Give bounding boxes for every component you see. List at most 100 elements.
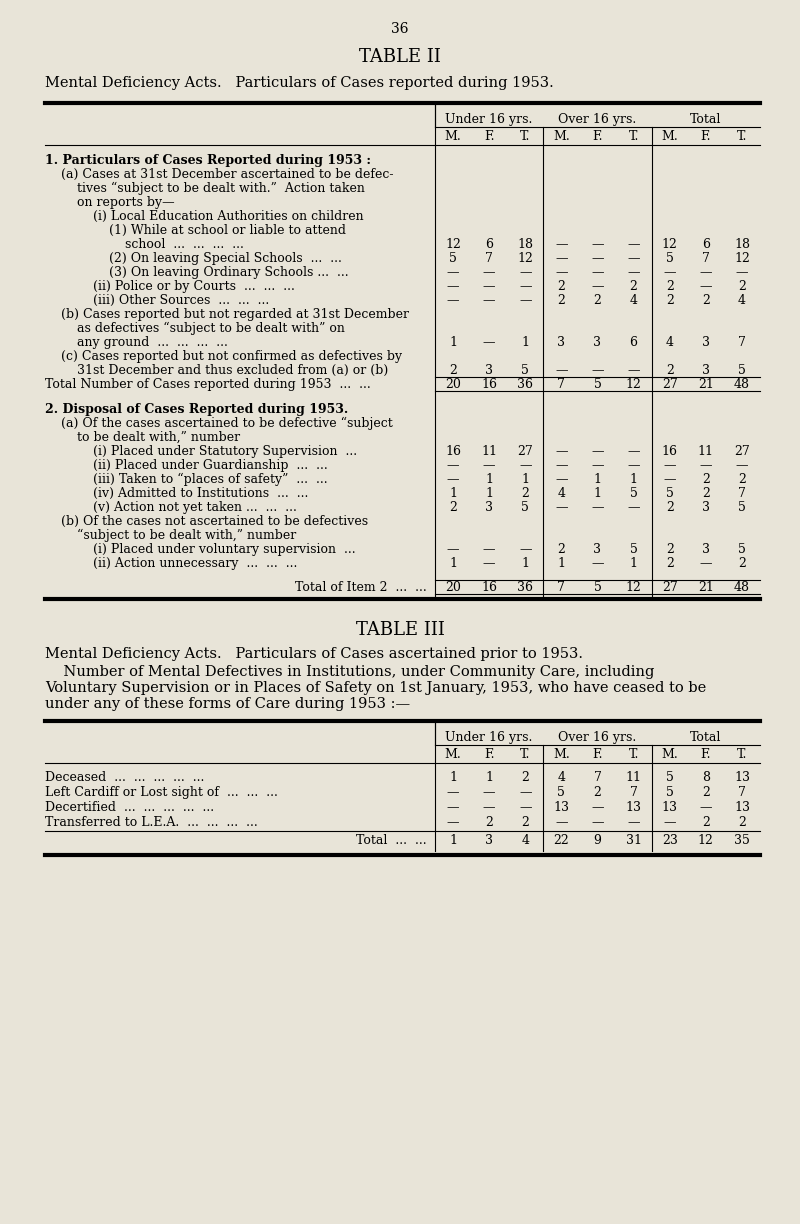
Text: 16: 16	[662, 446, 678, 458]
Text: —: —	[591, 800, 604, 814]
Text: —: —	[519, 280, 531, 293]
Text: (b) Cases reported but not regarded at 31st December: (b) Cases reported but not regarded at 3…	[45, 308, 409, 321]
Text: F.: F.	[592, 748, 602, 761]
Text: (a) Of the cases ascertained to be defective “subject: (a) Of the cases ascertained to be defec…	[45, 417, 393, 430]
Text: Total Number of Cases reported during 1953  ...  ...: Total Number of Cases reported during 19…	[45, 378, 370, 390]
Text: Over 16 yrs.: Over 16 yrs.	[558, 113, 637, 126]
Text: 13: 13	[554, 800, 570, 814]
Text: —: —	[483, 557, 495, 570]
Text: 12: 12	[445, 237, 461, 251]
Text: 4: 4	[558, 487, 566, 499]
Text: 7: 7	[702, 252, 710, 266]
Text: —: —	[627, 459, 640, 472]
Text: 3: 3	[594, 543, 602, 556]
Text: —: —	[627, 816, 640, 829]
Text: 27: 27	[662, 378, 678, 390]
Text: 16: 16	[481, 378, 497, 390]
Text: (ii) Police or by Courts  ...  ...  ...: (ii) Police or by Courts ... ... ...	[45, 280, 295, 293]
Text: 7: 7	[486, 252, 493, 266]
Text: 2: 2	[702, 472, 710, 486]
Text: F.: F.	[592, 130, 602, 143]
Text: school  ...  ...  ...  ...: school ... ... ... ...	[45, 237, 244, 251]
Text: tives “subject to be dealt with.”  Action taken: tives “subject to be dealt with.” Action…	[45, 182, 365, 196]
Text: (b) Of the cases not ascertained to be defectives: (b) Of the cases not ascertained to be d…	[45, 515, 368, 528]
Text: —: —	[555, 237, 568, 251]
Text: Transferred to L.E.A.  ...  ...  ...  ...: Transferred to L.E.A. ... ... ... ...	[45, 816, 258, 829]
Text: 1: 1	[449, 337, 457, 349]
Text: —: —	[699, 557, 712, 570]
Text: 2: 2	[702, 487, 710, 499]
Text: —: —	[591, 501, 604, 514]
Text: —: —	[736, 459, 748, 472]
Text: 36: 36	[391, 22, 409, 35]
Text: —: —	[483, 337, 495, 349]
Text: F.: F.	[484, 130, 494, 143]
Text: 13: 13	[734, 771, 750, 785]
Text: —: —	[627, 237, 640, 251]
Text: —: —	[447, 816, 459, 829]
Text: —: —	[699, 459, 712, 472]
Text: —: —	[447, 543, 459, 556]
Text: 7: 7	[630, 786, 638, 799]
Text: 2: 2	[666, 501, 674, 514]
Text: 2: 2	[738, 816, 746, 829]
Text: (ii) Action unnecessary  ...  ...  ...: (ii) Action unnecessary ... ... ...	[45, 557, 298, 570]
Text: 12: 12	[626, 378, 642, 390]
Text: 3: 3	[594, 337, 602, 349]
Text: 3: 3	[702, 501, 710, 514]
Text: 48: 48	[734, 378, 750, 390]
Text: 6: 6	[702, 237, 710, 251]
Text: 5: 5	[630, 487, 638, 499]
Text: 20: 20	[445, 581, 461, 594]
Text: (3) On leaving Ordinary Schools ...  ...: (3) On leaving Ordinary Schools ... ...	[45, 266, 349, 279]
Text: 2: 2	[522, 487, 530, 499]
Text: 2: 2	[558, 294, 566, 307]
Text: 1: 1	[449, 834, 457, 847]
Text: —: —	[591, 237, 604, 251]
Text: Total  ...  ...: Total ... ...	[356, 834, 427, 847]
Text: F.: F.	[701, 130, 711, 143]
Text: 3: 3	[558, 337, 566, 349]
Text: 1: 1	[485, 771, 493, 785]
Text: 8: 8	[702, 771, 710, 785]
Text: —: —	[447, 294, 459, 307]
Text: —: —	[483, 786, 495, 799]
Text: 12: 12	[626, 581, 642, 594]
Text: —: —	[663, 816, 676, 829]
Text: 5: 5	[666, 252, 674, 266]
Text: 12: 12	[734, 252, 750, 266]
Text: 4: 4	[666, 337, 674, 349]
Text: 13: 13	[734, 800, 750, 814]
Text: 1. Particulars of Cases Reported during 1953 :: 1. Particulars of Cases Reported during …	[45, 154, 371, 166]
Text: —: —	[519, 800, 531, 814]
Text: 13: 13	[626, 800, 642, 814]
Text: 31: 31	[626, 834, 642, 847]
Text: (iii) Other Sources  ...  ...  ...: (iii) Other Sources ... ... ...	[45, 294, 270, 307]
Text: —: —	[519, 294, 531, 307]
Text: 2: 2	[630, 280, 638, 293]
Text: Decertified  ...  ...  ...  ...  ...: Decertified ... ... ... ... ...	[45, 800, 214, 814]
Text: —: —	[447, 472, 459, 486]
Text: 5: 5	[666, 771, 674, 785]
Text: (ii) Placed under Guardianship  ...  ...: (ii) Placed under Guardianship ... ...	[45, 459, 328, 472]
Text: 2: 2	[738, 557, 746, 570]
Text: —: —	[591, 459, 604, 472]
Text: 2: 2	[486, 816, 493, 829]
Text: T.: T.	[737, 130, 747, 143]
Text: 2: 2	[522, 771, 530, 785]
Text: 7: 7	[738, 786, 746, 799]
Text: 31st December and thus excluded from (a) or (b): 31st December and thus excluded from (a)…	[45, 364, 388, 377]
Text: 1: 1	[594, 487, 602, 499]
Text: 2: 2	[594, 786, 602, 799]
Text: 5: 5	[666, 487, 674, 499]
Text: under any of these forms of Care during 1953 :—: under any of these forms of Care during …	[45, 696, 410, 711]
Text: 11: 11	[698, 446, 714, 458]
Text: —: —	[627, 501, 640, 514]
Text: on reports by—: on reports by—	[45, 196, 174, 209]
Text: —: —	[447, 786, 459, 799]
Text: —: —	[663, 472, 676, 486]
Text: 1: 1	[449, 487, 457, 499]
Text: 11: 11	[481, 446, 497, 458]
Text: 2: 2	[594, 294, 602, 307]
Text: 5: 5	[666, 786, 674, 799]
